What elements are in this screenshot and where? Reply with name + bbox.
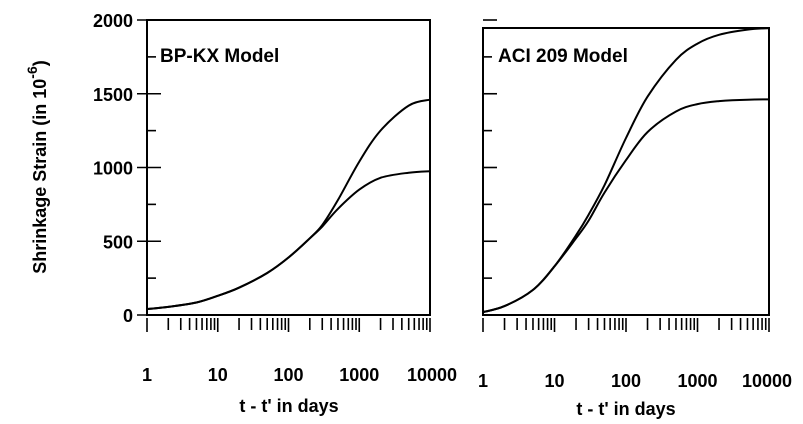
- x-tick-label: 100: [273, 365, 303, 385]
- x-tick-label: 10000: [407, 365, 457, 385]
- aci-209-x-ticks: [482, 318, 770, 332]
- bp-kx-y-tick-labels: 0 500 1000 1500 2000: [93, 11, 133, 326]
- x-tick-label: 1: [478, 371, 488, 391]
- y-tick-label: 500: [103, 232, 133, 252]
- bp-kx-x-tick-labels: 1 10 100 1000 10000: [142, 365, 457, 385]
- aci-209-curves: [482, 27, 770, 314]
- x-tick-label: 100: [611, 371, 641, 391]
- aci-209-model-panel: ACI 209 Model 1 10 100 1000 10000 t - t' in …: [478, 19, 792, 419]
- upper-shrinkage-curve: [146, 98, 431, 311]
- y-tick-label: 0: [123, 306, 133, 326]
- y-axis-label-exponent: -6: [24, 66, 40, 79]
- x-tick-label: 1: [142, 365, 152, 385]
- aci-209-y-ticks: [483, 19, 497, 316]
- bp-kx-y-ticks: [137, 19, 161, 316]
- y-axis-label-main: Shrinkage Strain (in 10: [30, 79, 50, 274]
- aci-209-panel-label: ACI 209 Model: [498, 46, 628, 67]
- lower-shrinkage-curve: [482, 98, 770, 314]
- lower-shrinkage-curve: [146, 170, 431, 311]
- bp-kx-model-panel: BP-KX Model 1 10 100 1000 10000 0 500 1000 1500…: [24, 11, 457, 416]
- y-tick-label: 2000: [93, 11, 133, 31]
- bp-kx-curves: [146, 98, 431, 311]
- aci-209-plot-frame: [482, 27, 770, 316]
- aci-209-x-tick-labels: 1 10 100 1000 10000: [478, 371, 792, 391]
- x-tick-label: 10: [208, 365, 228, 385]
- bp-kx-x-ticks: [146, 318, 431, 332]
- bp-kx-x-axis-label: t - t' in days: [239, 396, 338, 416]
- aci-209-x-axis-label: t - t' in days: [576, 399, 675, 419]
- y-tick-label: 1000: [93, 159, 133, 179]
- x-tick-label: 1000: [339, 365, 379, 385]
- x-tick-label: 10000: [742, 371, 792, 391]
- upper-shrinkage-curve: [482, 27, 770, 314]
- x-tick-label: 10: [544, 371, 564, 391]
- y-axis-label: Shrinkage Strain (in 10-6): [24, 60, 50, 274]
- bp-kx-panel-label: BP-KX Model: [160, 46, 279, 67]
- x-tick-label: 1000: [677, 371, 717, 391]
- y-tick-label: 1500: [93, 85, 133, 105]
- y-axis-label-close: ): [30, 60, 50, 66]
